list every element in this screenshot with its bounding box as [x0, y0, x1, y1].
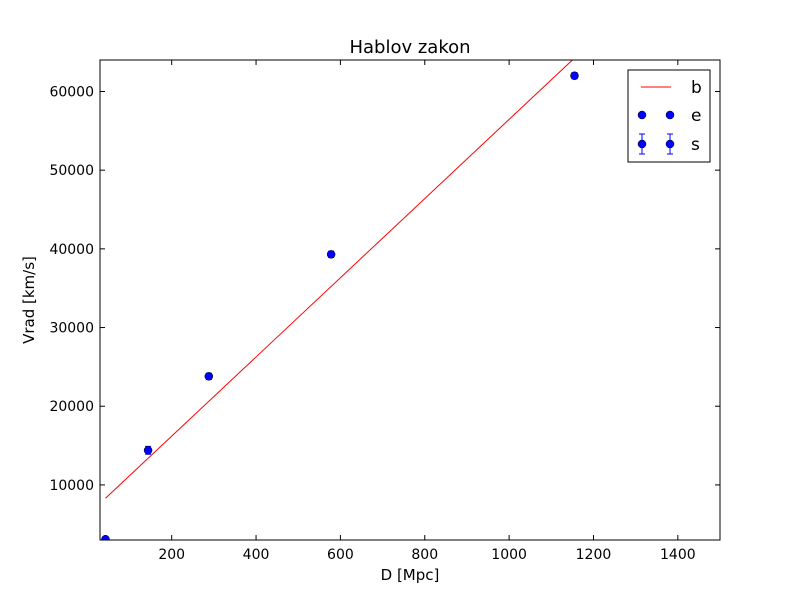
legend-swatch-errorbar-point-2 — [665, 139, 675, 149]
series-group — [101, 60, 579, 540]
y-axis: 10000 20000 30000 40000 50000 60000 — [49, 84, 720, 494]
x-tick-label: 600 — [327, 547, 354, 563]
x-tick-label: 400 — [243, 547, 270, 563]
x-tick-label: 1000 — [491, 547, 527, 563]
y-tick-label: 20000 — [49, 399, 94, 415]
x-axis: 200 400 600 800 1000 1200 1400 — [158, 60, 696, 563]
legend-label-fit: b — [691, 78, 702, 98]
y-tick-label: 50000 — [49, 163, 94, 179]
y-tick-label: 40000 — [49, 242, 94, 258]
data-point — [204, 372, 214, 381]
x-tick-label: 1400 — [660, 547, 696, 563]
legend: b e s — [627, 69, 711, 163]
legend-swatch-errorbar-point-1 — [637, 139, 647, 149]
legend-swatch-point-1 — [637, 110, 647, 120]
legend-label-errorbars: s — [691, 135, 700, 155]
fit-line — [105, 60, 573, 499]
y-tick-label: 30000 — [49, 321, 94, 337]
y-tick-label: 60000 — [49, 84, 94, 100]
data-point — [570, 71, 579, 80]
y-axis-label: Vrad [km/s] — [20, 256, 38, 344]
chart-title: Hablov zakon — [349, 37, 470, 58]
x-tick-label: 1200 — [576, 547, 612, 563]
y-tick-label: 10000 — [49, 478, 94, 494]
x-tick-label: 200 — [158, 547, 185, 563]
data-point — [101, 534, 110, 540]
legend-swatch-point-2 — [665, 110, 675, 120]
plot-area — [101, 60, 579, 540]
data-point — [326, 250, 336, 259]
x-axis-label: D [Mpc] — [381, 566, 440, 584]
data-point — [143, 446, 153, 455]
x-tick-label: 800 — [411, 547, 438, 563]
legend-label-points: e — [691, 106, 701, 126]
plot-frame — [99, 59, 721, 541]
